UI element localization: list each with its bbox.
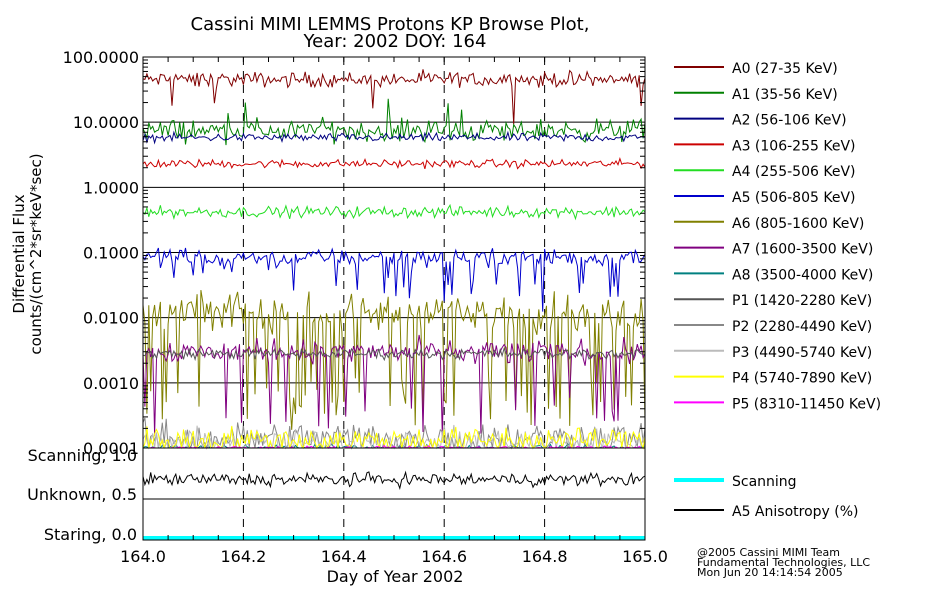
x-tick-label: 165.0 [622,547,668,566]
series-line-a3 [142,156,646,170]
series-line-a7 [142,334,646,436]
legend-label: P3 (4490-5740 KeV) [732,345,872,361]
series-line-p1 [142,346,646,362]
y-tick-label: 0.0001 [83,439,139,458]
legend-label: A7 (1600-3500 KeV) [732,242,873,258]
legend-label: P2 (2280-4490 KeV) [732,319,872,335]
legend-label: A3 (106-255 KeV) [732,138,855,154]
legend-label: A8 (3500-4000 KeV) [732,267,873,283]
legend: A0 (27-35 KeV) A1 (35-56 KeV) A2 (56-106 K… [674,61,881,520]
legend-label: Scanning [732,474,797,490]
legend-label: P5 (8310-11450 KeV) [732,396,881,412]
y-axis-label-line2: counts/(cm^2*sr*keV*sec) [27,153,45,354]
y-tick-label: 0.1000 [83,244,139,263]
series-line-a6 [142,290,646,430]
y-axis-label-line1: Differential Flux [10,194,28,313]
y-tick-label: 0.0010 [83,374,139,393]
y-tick-label: 10.0000 [73,113,139,132]
legend-label: A2 (56-106 KeV) [732,113,847,129]
legend-label: A5 (506-805 KeV) [732,190,855,206]
legend-label: P4 (5740-7890 KeV) [732,371,872,387]
legend-label: P1 (1420-2280 KeV) [732,293,872,309]
series-layer [142,69,646,450]
x-axis-label: Day of Year 2002 [327,567,464,586]
axes: 100.0000 10.0000 1.0000 0.1000 0.0100 0.0010 0… [63,48,668,566]
x-tick-label: 164.4 [321,547,367,566]
legend-label: A5 Anisotropy (%) [732,504,859,520]
legend-label: A6 (805-1600 KeV) [732,216,864,232]
series-line-a4 [142,203,646,221]
lower-panel-frame [142,447,646,541]
chart-title-line1: Cassini MIMI LEMMS Protons KP Browse Plo… [191,14,590,35]
series-line-a0 [142,69,646,125]
x-tick-label: 164.0 [120,547,166,566]
series-line-a5-anisotropy [142,470,646,490]
series-line-a2 [142,130,646,145]
x-tick-label: 164.6 [421,547,467,566]
series-line-a1 [142,98,646,146]
legend-label: A0 (27-35 KeV) [732,61,838,77]
credit-line-1: @2005 Cassini MIMI Team [697,546,840,559]
chart-title-line2: Year: 2002 DOY: 164 [303,31,487,52]
x-tick-label: 164.8 [522,547,568,566]
lower-panel [142,470,646,540]
lower-y-label-staring: Staring, 0.0 [44,525,137,544]
y-tick-label: 100.0000 [63,48,139,67]
y-tick-label: 0.0100 [83,309,139,328]
credit-line-2: Fundamental Technologies, LLC [697,556,870,569]
lower-y-label-unknown: Unknown, 0.5 [27,485,137,504]
x-tick-label: 164.2 [220,547,266,566]
credit-line-3: Mon Jun 20 14:14:54 2005 [697,566,843,579]
series-line-a5 [142,247,646,312]
series-line-p4 [142,425,646,450]
lower-y-label-scanning: Scanning, 1.0 [28,446,137,465]
y-tick-label: 1.0000 [83,178,139,197]
legend-label: A4 (255-506 KeV) [732,164,855,180]
legend-label: A1 (35-56 KeV) [732,87,838,103]
